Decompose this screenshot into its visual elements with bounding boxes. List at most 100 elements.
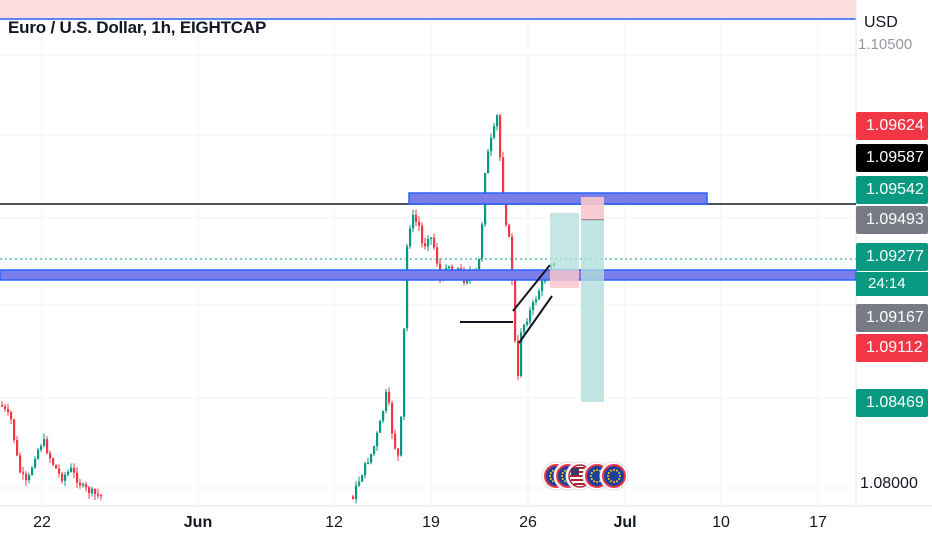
candle-body xyxy=(13,419,16,441)
flag-star xyxy=(590,472,593,474)
candle-body xyxy=(436,247,439,264)
candle-body xyxy=(52,458,55,465)
candle-body xyxy=(430,237,433,240)
flag-star xyxy=(564,469,566,472)
candle-body xyxy=(397,448,400,456)
candle-body xyxy=(541,281,544,291)
flag-star xyxy=(607,478,610,480)
candle-body xyxy=(493,126,496,138)
position-target-zone-1[interactable] xyxy=(550,213,579,270)
candle-body xyxy=(31,467,34,476)
price-tag-green-zone: 1.09542 xyxy=(856,176,928,204)
candle-body xyxy=(421,225,424,244)
candle-body xyxy=(427,238,430,247)
candle-body xyxy=(40,445,43,450)
candle-body xyxy=(37,449,40,459)
candle-body xyxy=(520,332,523,377)
candle-body xyxy=(448,266,451,269)
flag-star xyxy=(593,480,595,483)
candle-body xyxy=(385,391,388,411)
candle-body xyxy=(406,246,409,329)
flag-star xyxy=(561,475,563,477)
candle-body xyxy=(73,467,76,473)
time-label-12: 12 xyxy=(325,514,343,531)
candle-body xyxy=(415,214,418,222)
candle-body xyxy=(85,484,88,488)
position-stop-zone-2[interactable] xyxy=(581,197,604,220)
price-tag-red-low: 1.09112 xyxy=(856,334,928,362)
flag-star xyxy=(618,478,621,480)
candle-body xyxy=(544,280,547,282)
time-label-22: 22 xyxy=(33,514,51,531)
candle-body xyxy=(4,406,7,409)
price-scale-bottom-label: 1.08000 xyxy=(860,475,918,492)
flag-star xyxy=(596,469,598,471)
flag-star xyxy=(619,475,621,477)
position-stop-zone-1[interactable] xyxy=(550,270,579,288)
time-label-10: 10 xyxy=(712,514,730,531)
flag-star xyxy=(616,480,618,483)
candle-body xyxy=(55,464,58,469)
candle-body xyxy=(502,157,505,201)
flag-star xyxy=(607,475,609,477)
candle-body xyxy=(358,481,361,486)
currency-label[interactable]: USD xyxy=(864,14,898,31)
candle-body xyxy=(511,236,514,280)
flag-star xyxy=(552,480,554,483)
candle-body xyxy=(76,472,79,483)
flag-star xyxy=(613,481,615,483)
candle-body xyxy=(418,221,421,226)
candle-body xyxy=(538,290,541,300)
candle-body xyxy=(394,433,397,449)
candle-body xyxy=(34,458,37,468)
flag-star xyxy=(607,472,610,474)
last-price-tag: 1.09277 xyxy=(856,243,928,271)
flag-star xyxy=(610,480,612,483)
eu-flag-icon[interactable] xyxy=(599,461,629,491)
channel-lower-line xyxy=(518,295,553,344)
candle-body xyxy=(79,482,82,486)
candle-body xyxy=(382,410,385,421)
candle-body xyxy=(373,446,376,454)
candle-body xyxy=(505,200,508,225)
candle-body xyxy=(412,214,415,229)
candle-body xyxy=(409,228,412,247)
flag-star xyxy=(549,478,552,480)
candle-body xyxy=(25,473,28,481)
price-tag-black: 1.09587 xyxy=(856,144,928,172)
candle-body xyxy=(10,412,13,420)
symbol-title[interactable]: Euro / U.S. Dollar, 1h, EIGHTCAP xyxy=(8,18,267,37)
candle-body xyxy=(364,462,367,476)
price-tag-red-high: 1.09624 xyxy=(856,112,928,140)
candle-body xyxy=(496,115,499,127)
price-tag-target: 1.08469 xyxy=(856,389,928,417)
top-zone-band xyxy=(0,0,856,19)
candle-body xyxy=(376,432,379,447)
flag-star xyxy=(590,475,592,477)
candle-body xyxy=(91,488,94,494)
candle-body xyxy=(64,474,67,481)
candle-body xyxy=(529,310,532,322)
candle-body xyxy=(61,473,64,481)
candle-body xyxy=(28,475,31,481)
candle-body xyxy=(391,402,394,434)
time-label-19: 19 xyxy=(422,514,440,531)
candle-body xyxy=(1,405,4,407)
supply-zone-rect[interactable] xyxy=(408,192,708,205)
position-target-zone-2[interactable] xyxy=(581,220,604,402)
candle-body xyxy=(481,224,484,259)
demand-zone-rect[interactable] xyxy=(0,269,857,281)
candle-body xyxy=(514,279,517,341)
candle-body xyxy=(352,496,355,500)
flag-star xyxy=(590,478,593,480)
candle-body xyxy=(46,439,49,454)
candle-body xyxy=(370,453,373,463)
candle-body xyxy=(361,475,364,482)
time-label-jul: Jul xyxy=(613,514,637,531)
flag-star xyxy=(616,469,618,472)
candle-body xyxy=(22,472,25,474)
bar-countdown-timer: 24:14 xyxy=(856,272,928,296)
candle-body xyxy=(70,467,73,473)
